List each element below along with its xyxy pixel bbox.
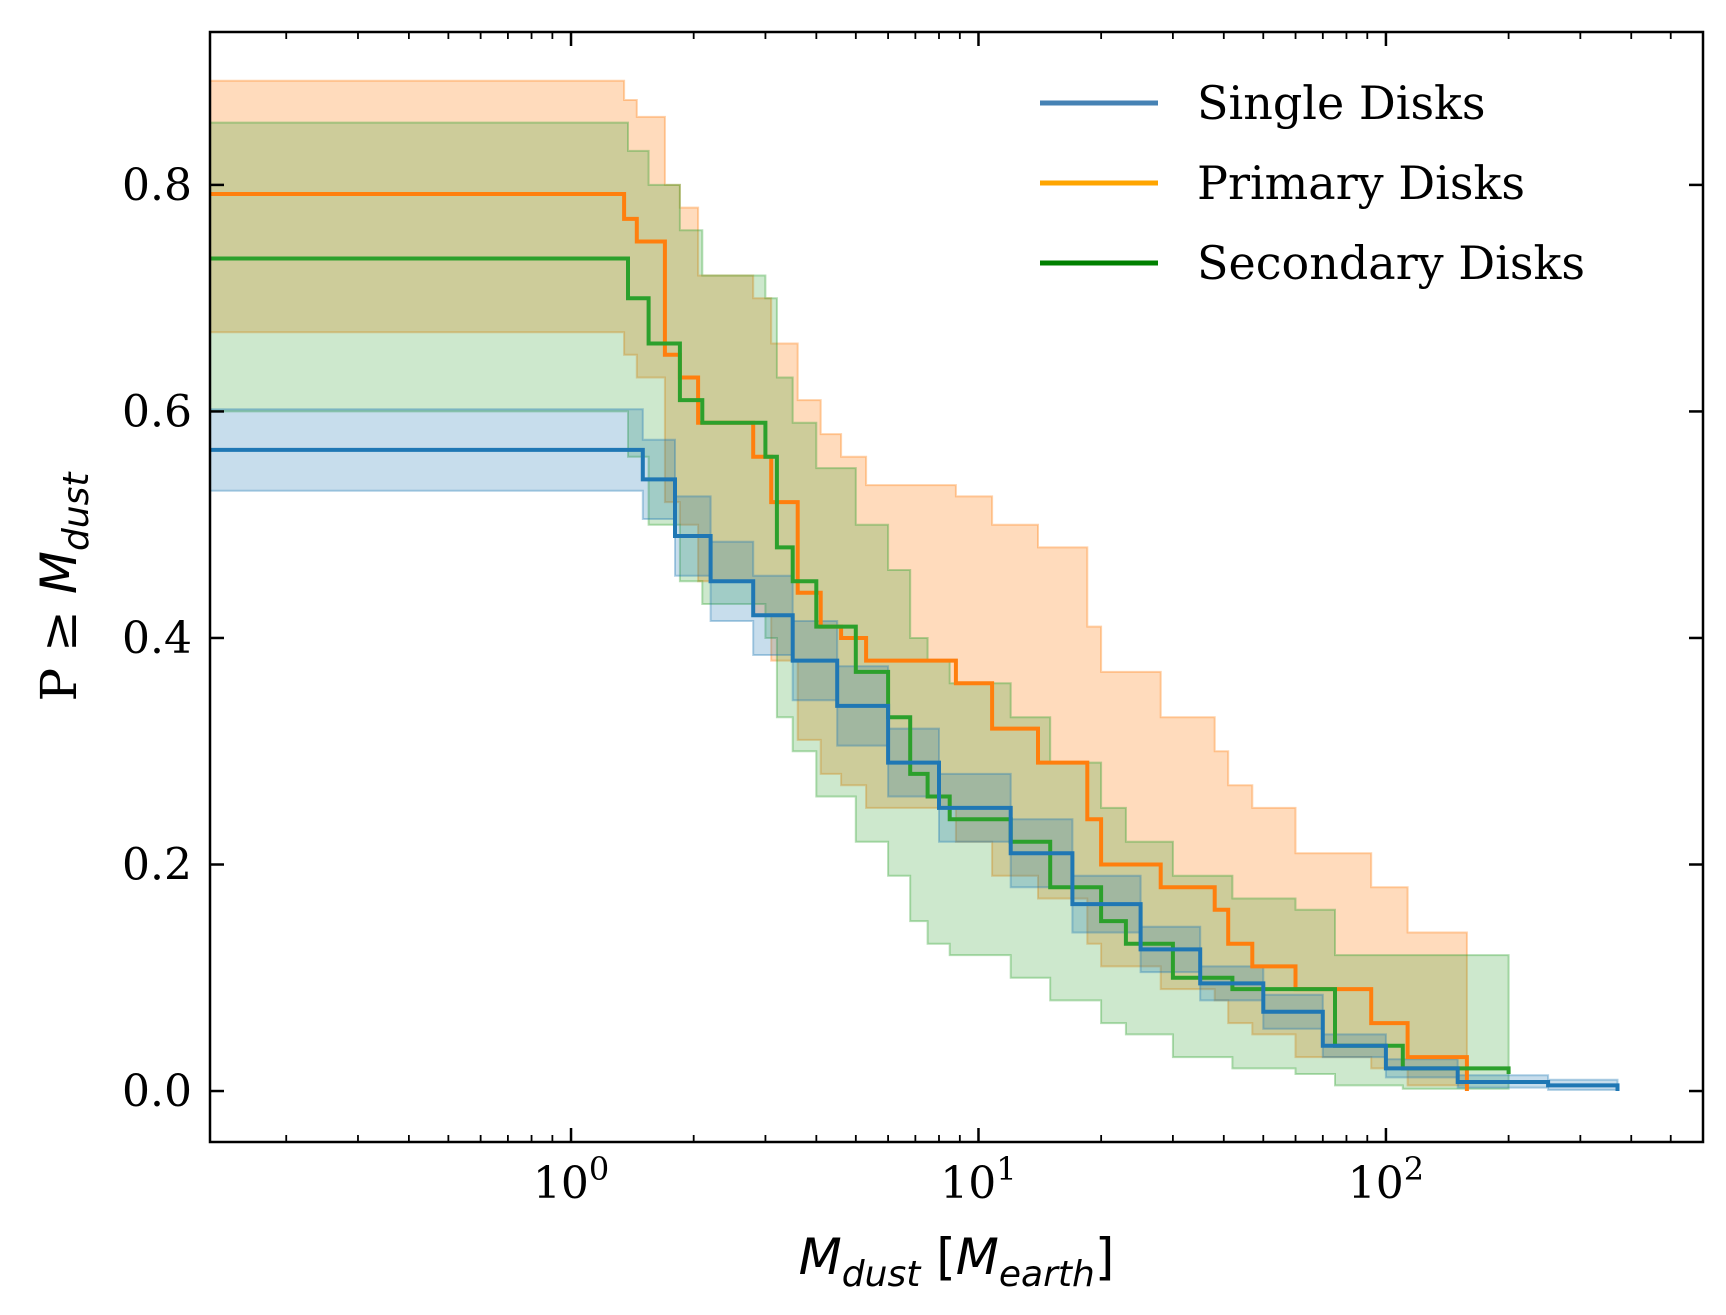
single-disks-line — [210, 447, 1620, 1091]
x-tick-label: 100 — [533, 1150, 609, 1209]
primary-disks-band — [209, 79, 1468, 1091]
legend-label: Primary Disks — [1197, 156, 1525, 210]
x-axis-title: Mdust [Mearth] — [799, 1228, 1115, 1295]
confidence-bands — [209, 79, 1619, 1091]
legend: Single Disks Primary Disks Secondary Disks — [1040, 76, 1585, 290]
series-lines — [210, 192, 1620, 1091]
y-tick-label: 0.6 — [122, 386, 192, 437]
y-tick-label: 0.2 — [122, 840, 192, 891]
x-tick-labels: 100 101 102 — [533, 1150, 1424, 1209]
legend-label: Secondary Disks — [1197, 236, 1585, 290]
secondary-disks-band — [209, 121, 1510, 1090]
y-tick-label: 0.0 — [122, 1066, 192, 1117]
y-tick-label: 0.4 — [122, 613, 192, 664]
x-tick-label: 102 — [1348, 1150, 1424, 1209]
y-tick-label: 0.8 — [122, 160, 192, 211]
legend-label: Single Disks — [1197, 76, 1486, 130]
y-tick-labels: 0.0 0.2 0.4 0.6 0.8 — [122, 160, 192, 1117]
x-tick-label: 101 — [940, 1150, 1016, 1209]
plot-frame — [208, 30, 1705, 1144]
y-axis-title: P ≥ Mdust — [30, 471, 97, 702]
single-disks-band — [209, 408, 1619, 1091]
